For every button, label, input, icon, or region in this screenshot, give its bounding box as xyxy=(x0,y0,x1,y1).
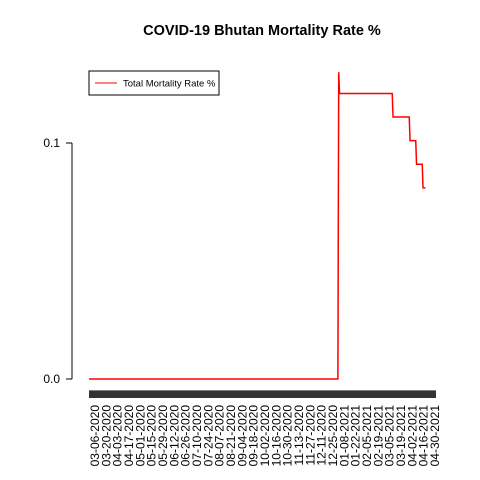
x-tick-label: 04-02-2021 xyxy=(405,405,419,467)
x-tick-label: 02-05-2021 xyxy=(360,405,374,467)
x-tick-label: 04-03-2020 xyxy=(111,405,125,467)
x-tick-label: 05-15-2020 xyxy=(145,405,159,467)
x-axis-dense-ticks xyxy=(89,391,436,398)
x-tick-label: 05-01-2020 xyxy=(133,405,147,467)
x-tick-label: 01-22-2021 xyxy=(349,405,363,467)
x-tick-label: 02-19-2021 xyxy=(371,405,385,467)
y-tick-label-0: 0.0 xyxy=(43,372,60,386)
x-tick-label: 06-26-2020 xyxy=(179,405,193,467)
x-tick-label: 04-16-2021 xyxy=(417,405,431,467)
y-axis: 0.0 0.1 xyxy=(43,136,73,386)
x-tick-label: 09-18-2020 xyxy=(247,405,261,467)
x-tick-label: 07-10-2020 xyxy=(190,405,204,467)
x-axis: 03-06-202003-20-202004-03-202004-17-2020… xyxy=(88,390,442,467)
x-tick-label: 12-25-2020 xyxy=(326,405,340,467)
y-tick-label-1: 0.1 xyxy=(43,136,60,150)
x-tick-label: 08-21-2020 xyxy=(224,405,238,467)
x-tick-label: 06-12-2020 xyxy=(167,405,181,467)
x-tick-label: 08-07-2020 xyxy=(213,405,227,467)
x-tick-label: 11-27-2020 xyxy=(303,405,317,466)
legend: Total Mortality Rate % xyxy=(88,70,220,96)
x-tick-label: 10-02-2020 xyxy=(258,405,272,467)
x-tick-label: 03-19-2021 xyxy=(394,405,408,467)
x-tick-label: 05-29-2020 xyxy=(156,405,170,467)
x-tick-label: 04-30-2021 xyxy=(428,405,442,467)
x-tick-label: 03-05-2021 xyxy=(383,405,397,467)
x-tick-label: 07-24-2020 xyxy=(201,405,215,467)
plot-area xyxy=(89,72,426,380)
x-tick-label: 10-16-2020 xyxy=(269,405,283,467)
x-tick-label: 09-04-2020 xyxy=(235,405,249,467)
x-tick-label: 04-17-2020 xyxy=(122,405,136,467)
legend-label: Total Mortality Rate % xyxy=(123,79,216,90)
x-tick-label: 11-13-2020 xyxy=(292,405,306,466)
x-tick-label: 12-11-2020 xyxy=(315,405,329,466)
series-line xyxy=(89,72,426,380)
x-tick-label: 10-30-2020 xyxy=(281,405,295,467)
x-tick-label: 01-08-2021 xyxy=(337,405,351,467)
x-tick-label: 03-06-2020 xyxy=(88,405,102,467)
x-tick-label: 03-20-2020 xyxy=(99,405,113,467)
chart-title: COVID-19 Bhutan Mortality Rate % xyxy=(143,23,381,39)
